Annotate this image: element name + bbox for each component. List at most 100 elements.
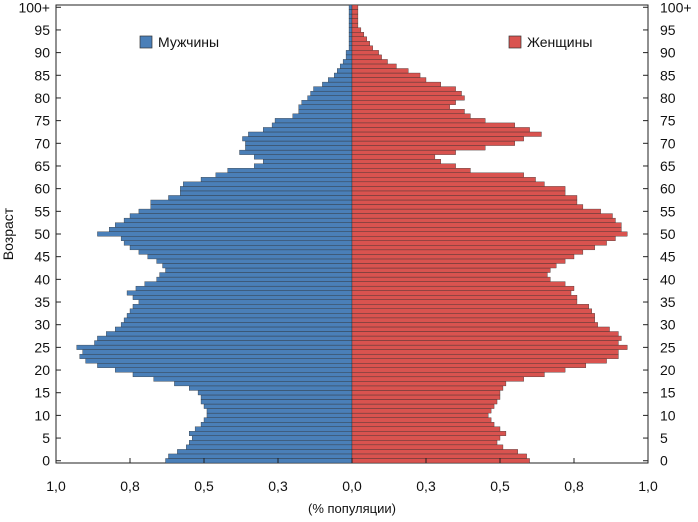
x-tick-label-8: 1,0 bbox=[638, 478, 658, 494]
female-bar-age-99 bbox=[351, 9, 359, 15]
female-bar-age-22 bbox=[351, 358, 607, 364]
x-tick-label-1: 0,8 bbox=[120, 478, 140, 494]
y-tick-label-right-50: 50 bbox=[660, 226, 676, 242]
male-bar-age-76 bbox=[292, 113, 353, 119]
y-tick-label-left-20: 20 bbox=[34, 362, 50, 378]
female-bar-age-53 bbox=[351, 217, 616, 223]
x-tick-label-6: 0,5 bbox=[490, 478, 510, 494]
female-bar-age-83 bbox=[351, 81, 441, 87]
y-tick-label-right-20: 20 bbox=[660, 362, 676, 378]
male-bar-age-24 bbox=[82, 349, 353, 355]
male-bar-age-46 bbox=[138, 249, 353, 255]
male-bar-age-69 bbox=[245, 145, 353, 151]
female-bar-age-82 bbox=[351, 86, 456, 92]
male-bar-age-26 bbox=[94, 340, 353, 346]
male-bar-age-23 bbox=[79, 353, 353, 359]
x-tick-label-3: 0,3 bbox=[268, 478, 288, 494]
male-bar-age-92 bbox=[348, 41, 353, 46]
x-tick-label-0: 1,0 bbox=[46, 478, 66, 494]
male-bar-age-37 bbox=[126, 290, 353, 296]
female-bar-age-28 bbox=[351, 331, 619, 337]
male-bar-age-58 bbox=[168, 195, 353, 201]
y-tick-label-right-90: 90 bbox=[660, 45, 676, 61]
female-bar-age-73 bbox=[351, 127, 530, 133]
male-bar-age-50 bbox=[97, 231, 353, 237]
female-bar-age-97 bbox=[351, 18, 359, 24]
male-bar-age-85 bbox=[334, 72, 353, 78]
male-bar-age-12 bbox=[203, 403, 353, 409]
male-bar-age-65 bbox=[254, 163, 353, 169]
y-tick-label-left-55: 55 bbox=[34, 203, 50, 219]
x-tick-label-4: 0,0 bbox=[342, 478, 362, 494]
female-bar-age-61 bbox=[351, 181, 545, 187]
male-bar-age-73 bbox=[263, 127, 353, 133]
y-tick-label-left-35: 35 bbox=[34, 294, 50, 310]
female-bar-age-63 bbox=[351, 172, 524, 178]
y-tick-label-right-35: 35 bbox=[660, 294, 676, 310]
male-bar-age-90 bbox=[345, 50, 353, 56]
male-bar-age-29 bbox=[115, 326, 353, 332]
female-bar-age-5 bbox=[351, 435, 501, 441]
female-bar-age-40 bbox=[351, 276, 551, 282]
male-bar-age-68 bbox=[239, 149, 353, 155]
female-bar-age-96 bbox=[351, 22, 359, 28]
male-bar-age-63 bbox=[215, 172, 353, 178]
female-bar-age-35 bbox=[351, 299, 578, 305]
male-bar-age-95 bbox=[348, 27, 353, 33]
male-bar-age-6 bbox=[189, 431, 353, 436]
female-bar-age-74 bbox=[351, 122, 515, 128]
male-bar-age-72 bbox=[248, 131, 353, 137]
male-bar-age-18 bbox=[153, 376, 353, 382]
male-bar-age-17 bbox=[174, 381, 353, 387]
male-bar-age-86 bbox=[337, 68, 353, 74]
male-bars bbox=[76, 4, 353, 464]
male-bar-age-78 bbox=[298, 104, 353, 110]
female-bar-age-7 bbox=[351, 426, 501, 432]
female-bar-age-57 bbox=[351, 199, 578, 205]
male-bar-age-52 bbox=[115, 222, 353, 228]
male-bar-age-94 bbox=[348, 32, 353, 37]
female-bar-age-11 bbox=[351, 408, 492, 414]
male-bar-age-25 bbox=[76, 344, 353, 350]
male-bar-age-99 bbox=[348, 9, 353, 15]
female-bar-age-49 bbox=[351, 236, 616, 241]
y-tick-label-right-0: 0 bbox=[660, 453, 668, 469]
female-bar-age-51 bbox=[351, 227, 622, 232]
male-bar-age-87 bbox=[339, 63, 353, 69]
male-bar-age-53 bbox=[123, 217, 353, 223]
female-bar-age-34 bbox=[351, 304, 589, 309]
y-tick-label-right-10: 10 bbox=[660, 407, 676, 423]
x-tick-label-2: 0,5 bbox=[194, 478, 214, 494]
female-bar-age-47 bbox=[351, 245, 595, 251]
male-bar-age-10 bbox=[206, 412, 353, 418]
male-bar-age-74 bbox=[271, 122, 353, 128]
male-bar-age-36 bbox=[132, 295, 353, 300]
y-tick-label-left-80: 80 bbox=[34, 90, 50, 106]
male-bar-age-45 bbox=[147, 254, 353, 260]
y-tick-label-left-100: 100+ bbox=[18, 0, 50, 15]
male-bar-age-48 bbox=[123, 240, 353, 246]
male-bar-age-15 bbox=[197, 390, 353, 396]
female-bar-age-81 bbox=[351, 90, 462, 96]
female-bar-age-77 bbox=[351, 109, 465, 115]
y-tick-label-right-75: 75 bbox=[660, 113, 676, 129]
y-tick-label-left-60: 60 bbox=[34, 181, 50, 197]
y-tick-label-right-70: 70 bbox=[660, 135, 676, 151]
female-bar-age-56 bbox=[351, 204, 584, 210]
y-tick-label-left-70: 70 bbox=[34, 135, 50, 151]
male-bar-age-64 bbox=[227, 168, 353, 173]
male-bar-age-100 bbox=[348, 4, 353, 10]
female-bar-age-25 bbox=[351, 344, 628, 350]
male-bar-age-20 bbox=[115, 367, 353, 373]
male-bar-age-54 bbox=[129, 213, 353, 219]
female-bar-age-41 bbox=[351, 272, 548, 278]
y-tick-label-right-80: 80 bbox=[660, 90, 676, 106]
female-bar-age-64 bbox=[351, 168, 471, 173]
male-bar-age-61 bbox=[183, 181, 353, 187]
male-bar-age-7 bbox=[194, 426, 353, 432]
female-bar-age-3 bbox=[351, 444, 504, 450]
female-bar-age-55 bbox=[351, 208, 601, 214]
female-bar-age-85 bbox=[351, 72, 421, 78]
male-bar-age-71 bbox=[242, 136, 353, 142]
